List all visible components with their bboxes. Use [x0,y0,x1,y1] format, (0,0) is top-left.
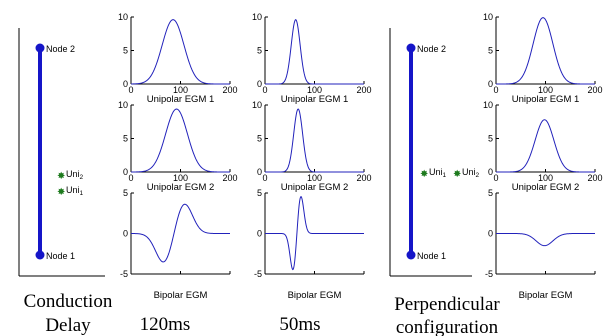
x-tick-label: 0 [262,85,267,95]
egm-trace [265,195,364,271]
x-tick-label: 0 [262,173,267,183]
plot-title: Unipolar EGM 2 [512,182,580,193]
y-tick-label: 10 [118,100,128,110]
electrode-uni1-marker: ✸ [420,169,428,180]
y-tick-label: 5 [257,188,262,198]
y-tick-label: 0 [257,79,262,89]
y-tick-label: 5 [257,46,262,56]
y-tick-label: 0 [488,79,493,89]
plot-delay50_bip: -5 0 5 Bipolar EGM [254,188,365,301]
y-tick-label: 0 [257,229,262,239]
electrode-uni1-marker: ✸ [57,187,65,198]
plot-title: Bipolar EGM [154,290,208,301]
egm-trace [496,119,595,173]
captions: Conduction Delay 120ms 50ms Perpendicula… [24,291,501,336]
plot-delay120_uni2: 0 100 200 0 5 10 Unipolar EGM 2 [118,100,238,193]
node-2-marker [35,43,45,53]
y-tick-label: 10 [483,12,493,22]
plot-title: Unipolar EGM 1 [281,94,349,105]
x-tick-label: 100 [173,85,188,95]
node-1-marker [35,250,45,260]
egm-trace [496,233,595,247]
node-2-label: Node 2 [46,44,75,54]
electrode-uni2-marker: ✸ [453,169,461,180]
schematic-right: Node 2 Node 1 ✸ Uni1 ✸ Uni2 [389,28,480,277]
x-tick-label: 100 [538,173,553,183]
plot-title: Bipolar EGM [288,290,342,301]
egm-trace [131,203,230,263]
x-tick-label: 100 [307,85,322,95]
electrode-uni1-label: Uni1 [66,185,84,197]
plot-perp_bip: -5 0 5 Bipolar EGM [485,188,596,301]
electrode-uni2-label: Uni2 [462,167,480,179]
y-tick-label: 10 [252,100,262,110]
plot-perp_uni1: 0 100 200 0 5 10 Unipolar EGM 1 [483,12,603,105]
y-tick-label: 5 [123,188,128,198]
caption-configuration: configuration [396,317,499,336]
y-tick-label: 10 [483,100,493,110]
y-tick-label: 5 [257,134,262,144]
y-tick-label: 5 [488,46,493,56]
plot-delay50_uni2: 0 100 200 0 5 10 Unipolar EGM 2 [252,100,372,193]
egm-trace [131,108,230,173]
x-tick-label: 200 [222,173,237,183]
x-tick-label: 100 [307,173,322,183]
plot-perp_uni2: 0 100 200 0 5 10 Unipolar EGM 2 [483,100,603,193]
plot-delay120_bip: -5 0 5 Bipolar EGM [120,188,231,301]
x-tick-label: 0 [493,85,498,95]
plot-title: Unipolar EGM 1 [147,94,215,105]
y-tick-label: -5 [120,269,128,279]
y-tick-label: 0 [123,167,128,177]
y-tick-label: 5 [123,46,128,56]
x-tick-label: 100 [538,85,553,95]
node-2-label: Node 2 [417,44,446,54]
x-tick-label: 200 [587,85,602,95]
caption-delay: Delay [45,315,91,336]
x-tick-label: 0 [128,173,133,183]
node-1-marker [406,250,416,260]
electrode-uni2-marker: ✸ [57,171,65,182]
plot-delay50_uni1: 0 100 200 0 5 10 Unipolar EGM 1 [252,12,372,105]
x-tick-label: 200 [356,173,371,183]
y-tick-label: -5 [254,269,262,279]
y-tick-label: 0 [123,79,128,89]
node-1-label: Node 1 [46,251,75,261]
y-tick-label: 5 [488,188,493,198]
x-tick-label: 0 [493,173,498,183]
schematic-left: Node 2 Node 1 ✸ Uni2 ✸ Uni1 [18,28,105,277]
node-1-label: Node 1 [417,251,446,261]
electrode-uni2-label: Uni2 [66,169,84,181]
y-tick-label: 0 [257,167,262,177]
plot-title: Unipolar EGM 1 [512,94,580,105]
x-tick-label: 0 [128,85,133,95]
y-tick-label: -5 [485,269,493,279]
caption-120ms: 120ms [140,314,191,335]
caption-conduction: Conduction [24,291,113,312]
y-tick-label: 5 [123,134,128,144]
x-tick-label: 200 [587,173,602,183]
caption-50ms: 50ms [279,314,320,335]
electrode-uni1-label: Uni1 [429,167,447,179]
x-tick-label: 200 [356,85,371,95]
node-2-marker [406,43,416,53]
x-tick-label: 200 [222,85,237,95]
egm-trace [496,17,595,85]
y-tick-label: 0 [488,229,493,239]
egm-trace [265,19,364,85]
y-tick-label: 10 [118,12,128,22]
y-tick-label: 0 [488,167,493,177]
egm-trace [265,108,364,173]
y-tick-label: 0 [123,229,128,239]
plot-title: Unipolar EGM 2 [147,182,215,193]
plot-title: Bipolar EGM [519,290,573,301]
egm-trace [131,19,230,85]
x-tick-label: 100 [173,173,188,183]
y-tick-label: 10 [252,12,262,22]
caption-perpendicular: Perpendicular [394,294,500,315]
y-tick-label: 5 [488,134,493,144]
plot-title: Unipolar EGM 2 [281,182,349,193]
plot-delay120_uni1: 0 100 200 0 5 10 Unipolar EGM 1 [118,12,238,105]
